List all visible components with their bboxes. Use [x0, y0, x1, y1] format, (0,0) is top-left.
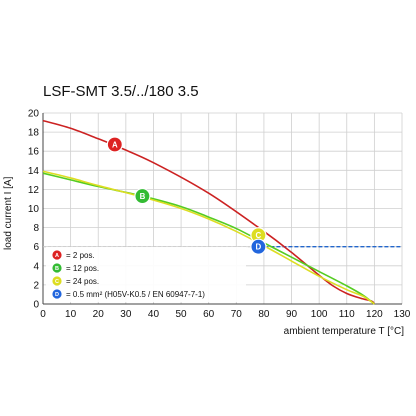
marker-d-letter: D	[256, 243, 262, 252]
x-tick-label: 40	[148, 309, 160, 320]
series-line-a	[42, 119, 376, 305]
series-line-b	[42, 172, 375, 305]
x-tick-label: 70	[231, 309, 243, 320]
marker-c-letter: C	[256, 231, 262, 240]
y-tick-label: 0	[33, 300, 39, 311]
chart-grid	[42, 112, 403, 305]
x-tick-label: 110	[339, 309, 355, 320]
x-tick-label: 10	[65, 309, 77, 320]
legend-badge-d-circle	[51, 288, 63, 300]
marker-d: D	[250, 238, 267, 255]
y-tick-label: 14	[28, 166, 40, 177]
x-tick-label: 30	[120, 309, 132, 320]
chart-title: LSF-SMT 3.5/../180 3.5	[43, 83, 199, 100]
x-tick-label: 100	[311, 309, 328, 320]
marker-b: B	[134, 187, 151, 205]
x-tick-label: 60	[203, 309, 215, 320]
x-tick-label: 20	[93, 309, 105, 320]
marker-b-circle	[134, 187, 151, 205]
y-tick-label: 2	[33, 280, 39, 291]
legend-label-b: = 12 pos.	[66, 264, 99, 273]
curve-markers: A B CD	[106, 136, 267, 255]
legend-badge-a-circle	[51, 249, 63, 261]
y-axis-label: load current I [A]	[3, 176, 14, 250]
y-tick-label: 12	[28, 185, 40, 196]
legend-badge-a: A	[51, 249, 63, 261]
marker-c: C	[250, 227, 267, 244]
series-line-c	[42, 170, 375, 305]
marker-a-letter: A	[112, 140, 118, 149]
x-tick-label: 50	[176, 309, 188, 320]
marker-a-circle	[106, 136, 123, 153]
legend-background	[46, 247, 246, 302]
legend-badge-d-letter: D	[55, 292, 59, 298]
x-tick-label: 0	[40, 309, 46, 320]
legend-label-c: = 24 pos.	[66, 277, 99, 286]
axis-ticks: 0 10 20 30 40 50 60 70 80 90 100 110 120 130 0 2 4 6 8 10 12…	[28, 109, 411, 321]
y-tick-label: 8	[33, 223, 39, 234]
y-tick-label: 16	[28, 147, 40, 158]
legend-badge-a-letter: A	[55, 253, 59, 259]
marker-b-letter: B	[140, 192, 146, 201]
legend-badge-b-circle	[51, 262, 63, 274]
legend: A = 2 pos. B = 12 pos. C = 24 pos. D = 0.5 mm² …	[46, 247, 246, 302]
legend-badge-c-letter: C	[55, 279, 59, 285]
marker-a: A	[106, 136, 123, 153]
x-tick-label: 120	[366, 309, 383, 320]
y-tick-label: 18	[28, 128, 40, 139]
x-tick-label: 80	[258, 309, 270, 320]
x-tick-label: 130	[394, 309, 411, 320]
series-group	[42, 119, 376, 305]
y-tick-label: 10	[28, 204, 40, 215]
x-axis-label: ambient temperature T [°C]	[284, 326, 405, 337]
y-tick-label: 20	[28, 109, 40, 120]
legend-badge-c-circle	[51, 275, 63, 287]
legend-badge-d: D	[51, 288, 63, 300]
marker-d-circle	[250, 238, 267, 255]
y-tick-label: 6	[33, 242, 39, 253]
x-tick-label: 90	[286, 309, 298, 320]
legend-badge-b: B	[51, 262, 63, 274]
legend-badge-c: C	[51, 275, 63, 287]
y-tick-label: 4	[33, 261, 39, 272]
legend-badge-b-letter: B	[55, 266, 59, 272]
legend-label-a: = 2 pos.	[66, 251, 95, 260]
legend-label-d: = 0.5 mm² (H05V-K0.5 / EN 60947-7-1)	[66, 290, 205, 299]
